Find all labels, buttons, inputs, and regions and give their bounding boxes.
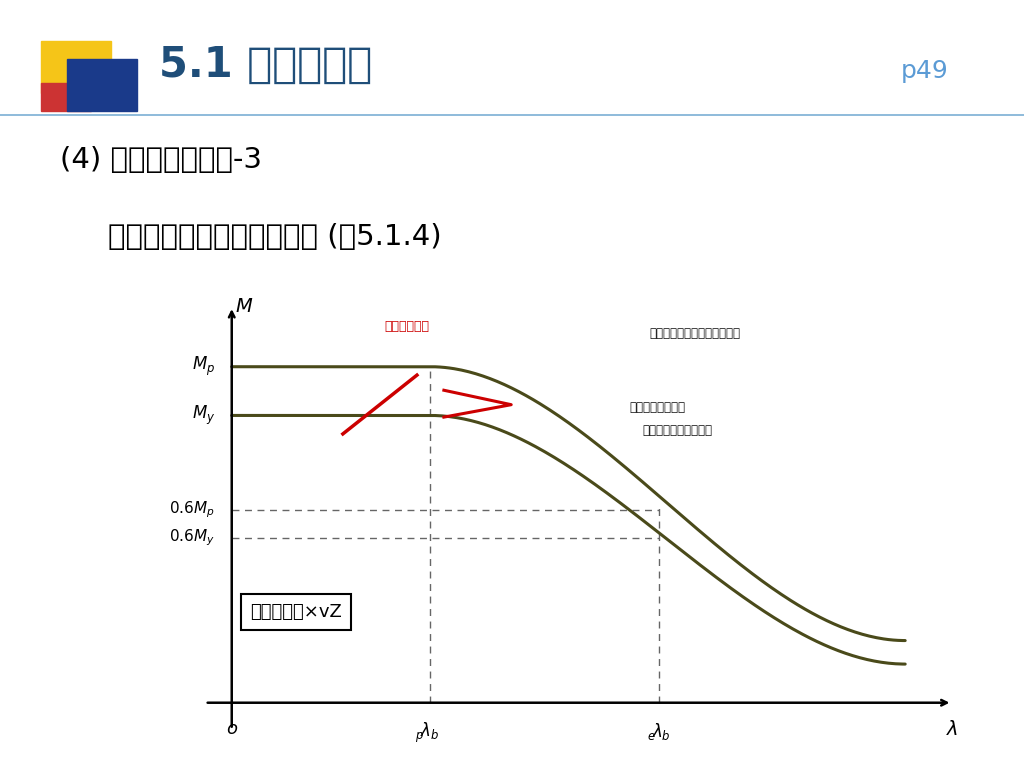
Text: $0.6M_y$: $0.6M_y$ bbox=[169, 528, 215, 548]
Text: $o$: $o$ bbox=[225, 720, 238, 737]
Text: $0.6M_p$: $0.6M_p$ bbox=[169, 499, 215, 520]
Text: 5.1 構造用鉰材: 5.1 構造用鉰材 bbox=[159, 44, 372, 86]
Text: $M_y$: $M_y$ bbox=[191, 404, 215, 427]
Text: 対応させた横座屈耕力: 対応させた横座屈耕力 bbox=[642, 424, 713, 437]
Text: $M_p$: $M_p$ bbox=[191, 355, 215, 379]
Text: $_e\!\lambda_b$: $_e\!\lambda_b$ bbox=[647, 721, 672, 742]
Text: 許容応力度×vZ: 許容応力度×vZ bbox=[250, 603, 342, 621]
Text: p49: p49 bbox=[901, 59, 949, 83]
Text: $_p\!\lambda_b$: $_p\!\lambda_b$ bbox=[415, 721, 439, 746]
Text: 使用限界設計横座屈限界耕力: 使用限界設計横座屈限界耕力 bbox=[649, 327, 740, 339]
Text: ・横座屈限界耕力との関係 (嘷5.1.4): ・横座屈限界耕力との関係 (嘷5.1.4) bbox=[109, 223, 442, 250]
Text: $\lambda$: $\lambda$ bbox=[946, 720, 958, 739]
Text: $M$: $M$ bbox=[236, 297, 253, 316]
Text: 許容応力度設計に: 許容応力度設計に bbox=[629, 401, 685, 414]
Text: 終局限界設計: 終局限界設計 bbox=[384, 320, 429, 333]
Text: (4) 許容曲げ応力度-3: (4) 許容曲げ応力度-3 bbox=[60, 146, 262, 174]
